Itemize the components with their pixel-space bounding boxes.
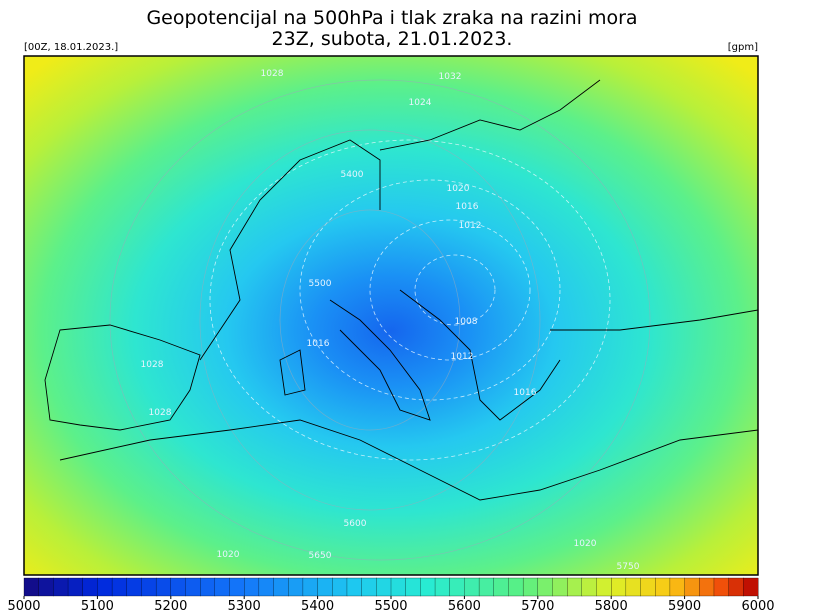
contour-label: 5750 [617,562,640,572]
colorbar-cell [185,577,201,597]
contour-label: 1024 [409,98,432,108]
contour-label: 1028 [149,408,172,418]
colorbar-cell [713,577,730,597]
colorbar-cell [332,577,348,597]
colorbar-cell [743,577,759,597]
colorbar-cell [522,577,539,597]
colorbar-cell [170,577,186,597]
contour-label: 1008 [455,317,478,327]
contour-label: 1012 [451,352,474,362]
contour-label: 5400 [341,170,364,180]
colorbar-cell [126,577,142,597]
map: 1028 1032 1024 5400 1020 1016 1012 5500 1016 1008… [23,55,759,576]
colorbar-cell [684,577,700,597]
colorbar-cell [155,577,172,597]
colorbar-tick-label: 5000 [7,599,40,614]
colorbar-cell [625,577,642,597]
contour-label: 5500 [309,279,332,289]
colorbar-cell [508,577,524,597]
contour-label: 1020 [217,550,240,560]
colorbar-cell [317,577,333,597]
colorbar-tick-label: 5500 [374,599,407,614]
colorbar-cell [699,577,715,597]
coastlines [44,79,759,501]
colorbar-cell [38,577,54,597]
colorbar-tick-label: 5400 [301,599,334,614]
colorbar-cell [640,577,656,597]
unit-label: [gpm] [728,42,758,53]
colorbar-cell [567,577,583,597]
contour-label: 1016 [456,202,479,212]
colorbar-cell [405,577,421,597]
contour-label: 1032 [439,72,462,82]
colorbar-tick-label: 5200 [154,599,187,614]
colorbar-tick-label: 6000 [741,599,774,614]
contour-label: 1028 [261,69,284,79]
contour-label: 1020 [447,184,470,194]
colorbar-cell [537,577,553,597]
contour-label: 1028 [141,360,164,370]
contour-label: 1016 [514,388,537,398]
colorbar-cell [346,577,363,597]
colorbar-cell [376,577,392,597]
colorbar-cell [464,577,480,597]
colorbar-tick-label: 5100 [81,599,114,614]
colorbar-cell [214,577,230,597]
colorbar-tick-label: 5800 [595,599,628,614]
colorbar-cell [200,577,216,597]
contour-label: 1020 [574,539,597,549]
colorbar-cell [478,577,495,597]
colorbar-cell [97,577,113,597]
title: Geopotencijal na 500hPa i tlak zraka na … [146,7,637,29]
colorbar-cell [302,577,319,597]
colorbar-cell [288,577,304,597]
colorbar-cell [23,577,40,597]
colorbar-cell [655,577,671,597]
colorbar-cell [728,577,744,597]
contour-label: 1016 [307,339,330,349]
run-label: [00Z, 18.01.2023.] [24,42,118,53]
colorbar-cell [53,577,69,597]
colorbar-cell [552,577,568,597]
colorbar-cell [581,577,597,597]
colorbar-tick-label: 5300 [228,599,261,614]
colorbar-cell [611,577,627,597]
height-contours [109,79,651,561]
colorbar-tick-label: 5900 [668,599,701,614]
colorbar-cell [67,577,84,597]
colorbar-cell [434,577,451,597]
isobars [209,139,611,461]
colorbar-cell [596,577,612,597]
colorbar-cell [244,577,260,597]
contour-label: 5650 [309,551,332,561]
colorbar-cell [420,577,436,597]
colorbar-cell [390,577,407,597]
colorbar-tick-label: 5600 [448,599,481,614]
colorbar-cell [361,577,377,597]
colorbar-cell [493,577,509,597]
colorbar-cell [229,577,245,597]
colorbar-cell [141,577,157,597]
colorbar-cell [111,577,128,597]
subtitle: 23Z, subota, 21.01.2023. [272,28,513,50]
colorbar-cell [258,577,275,597]
contour-label: 1012 [459,221,482,231]
colorbar-cell [82,577,98,597]
colorbar: 5000 5100 5200 5300 5400 5500 5600 5700 5800 5900… [7,577,775,614]
colorbar-cell [669,577,686,597]
contour-label: 5600 [344,519,367,529]
colorbar-cell [449,577,465,597]
colorbar-tick-label: 5700 [521,599,554,614]
colorbar-cell [273,577,289,597]
map-field [23,55,759,576]
